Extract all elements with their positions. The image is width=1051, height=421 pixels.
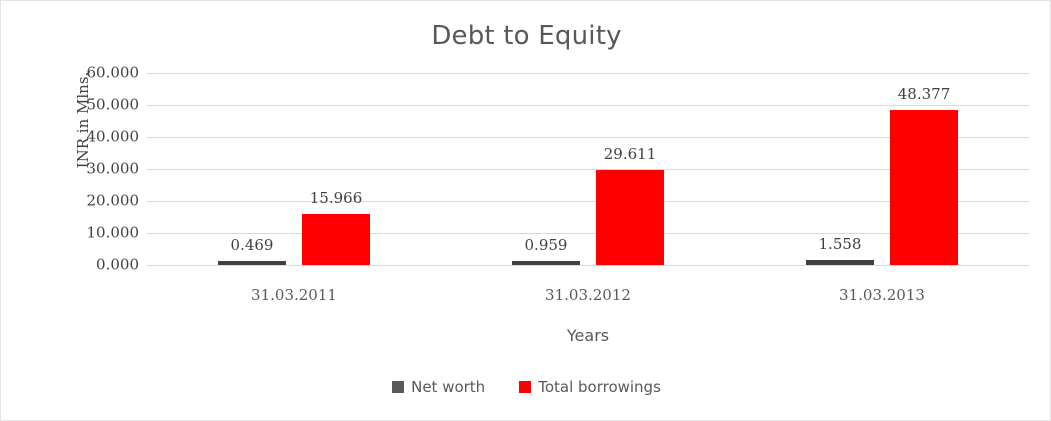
bar-total-borrowings[interactable] <box>302 213 370 265</box>
x-axis-tick-label: 31.03.2011 <box>251 286 337 304</box>
y-axis-tick-label: 40.000 <box>86 127 140 146</box>
bar-data-label: 15.966 <box>309 188 363 207</box>
y-axis-tick-label: 0.000 <box>96 255 139 274</box>
bar-net-worth[interactable] <box>512 261 580 265</box>
bar-net-worth[interactable] <box>218 261 286 265</box>
bar-data-label: 29.611 <box>603 145 657 164</box>
gridline <box>147 233 1029 234</box>
chart-title: Debt to Equity <box>431 21 622 51</box>
y-axis-tick-label: 20.000 <box>86 191 140 210</box>
bar-total-borrowings[interactable] <box>890 110 958 265</box>
y-axis-tick-label: 10.000 <box>86 223 140 242</box>
y-axis-tick-label: 50.000 <box>86 95 140 114</box>
legend-item[interactable]: Total borrowings <box>519 378 661 396</box>
gridline <box>147 201 1029 202</box>
gridline <box>147 105 1029 106</box>
legend-item-label: Net worth <box>411 378 486 396</box>
x-axis-tick-label: 31.03.2012 <box>545 286 631 304</box>
gridline <box>147 169 1029 170</box>
legend-item-label: Total borrowings <box>538 378 661 396</box>
x-axis-tick-labels: 31.03.2011 31.03.2012 31.03.2013 <box>147 286 1029 308</box>
plot-area: 0.469 15.966 0.959 29.611 1.558 48.377 <box>147 73 1029 266</box>
y-axis-tick-labels: 60.000 50.000 40.000 30.000 20.000 10.000 0.00… <box>53 65 140 272</box>
bar-data-label: 0.469 <box>230 236 274 254</box>
bar-data-label: 0.959 <box>524 236 568 254</box>
gridline <box>147 73 1029 74</box>
x-axis-title: Years <box>566 326 610 345</box>
y-axis-tick-label: 60.000 <box>86 63 140 82</box>
legend-swatch-net-worth-icon <box>392 381 405 393</box>
bar-group: 0.959 29.611 <box>441 73 735 265</box>
chart-legend: Net worth Total borrowings <box>1 378 1050 396</box>
bar-total-borrowings[interactable] <box>596 170 664 265</box>
bar-data-label: 1.558 <box>818 235 862 254</box>
bar-net-worth[interactable] <box>806 260 874 265</box>
legend-item[interactable]: Net worth <box>392 378 485 396</box>
x-axis-tick-label: 31.03.2013 <box>839 286 925 304</box>
bar-group: 1.558 48.377 <box>735 73 1029 265</box>
bar-group: 0.469 15.966 <box>147 73 441 265</box>
gridline <box>147 265 1029 266</box>
y-axis-tick-label: 30.000 <box>86 159 140 178</box>
bar-data-label: 48.377 <box>897 85 951 104</box>
legend-swatch-total-borrowings-icon <box>519 381 532 393</box>
gridline <box>147 137 1029 138</box>
